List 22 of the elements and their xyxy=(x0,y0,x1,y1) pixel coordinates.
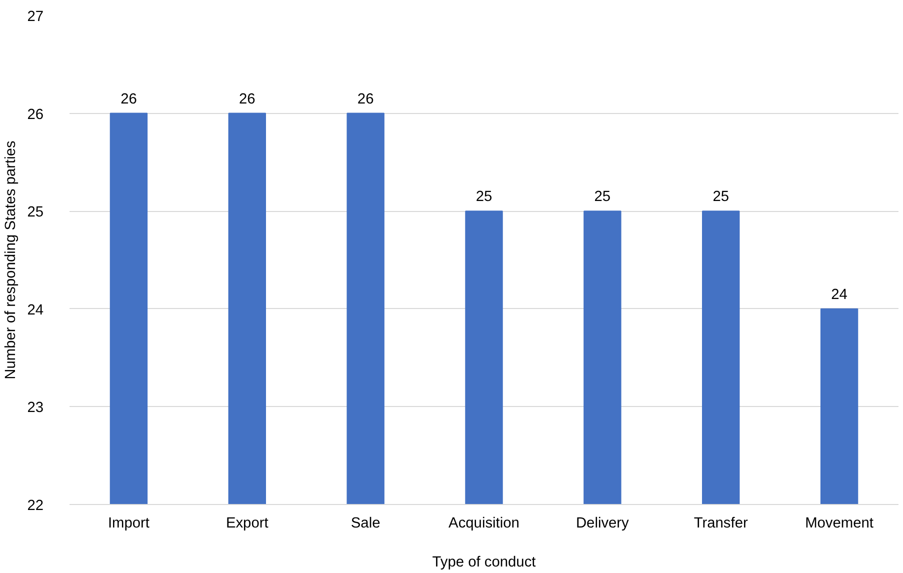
x-tick-label: Movement xyxy=(805,516,874,532)
y-tick-label: 24 xyxy=(27,302,44,318)
x-tick-label: Acquisition xyxy=(448,516,520,532)
data-label: 24 xyxy=(831,286,848,303)
x-tick-label: Sale xyxy=(350,516,380,532)
y-tick-label: 25 xyxy=(27,204,44,221)
data-label: 25 xyxy=(712,189,730,206)
data-label: 26 xyxy=(120,91,137,108)
y-axis-title: Number of responding States parties xyxy=(3,140,20,380)
data-label: 25 xyxy=(594,189,611,206)
data-label: 25 xyxy=(476,189,492,206)
y-tick-label: 22 xyxy=(27,498,44,514)
data-label: 26 xyxy=(357,91,374,108)
y-tick-label: 27 xyxy=(27,9,44,25)
x-tick-label: Import xyxy=(108,516,150,532)
y-tick-label: 23 xyxy=(27,400,44,416)
data-label: 26 xyxy=(238,91,256,108)
x-tick-label: Transfer xyxy=(694,516,748,532)
y-tick-label: 26 xyxy=(27,106,44,123)
x-axis-title: Type of conduct xyxy=(432,554,536,570)
x-tick-label: Delivery xyxy=(576,516,630,532)
x-tick-label: Export xyxy=(226,516,268,532)
